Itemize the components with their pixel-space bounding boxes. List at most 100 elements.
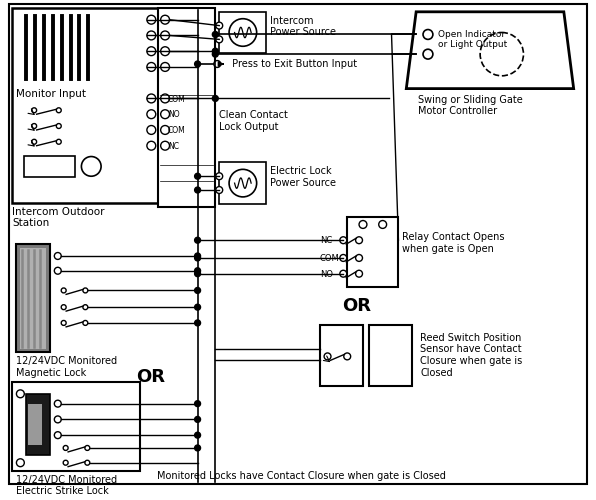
Circle shape — [54, 416, 61, 423]
Circle shape — [54, 400, 61, 407]
Circle shape — [195, 320, 200, 326]
Bar — [26, 394, 50, 455]
Text: COM: COM — [168, 94, 186, 104]
Circle shape — [340, 254, 347, 262]
Circle shape — [54, 268, 61, 274]
Circle shape — [195, 416, 200, 422]
Circle shape — [214, 60, 221, 68]
Text: Open Indicator
or Light Output: Open Indicator or Light Output — [438, 30, 507, 49]
Circle shape — [195, 445, 200, 451]
Circle shape — [54, 432, 61, 438]
Circle shape — [195, 288, 200, 294]
Circle shape — [356, 237, 362, 244]
Text: Intercom
Power Source: Intercom Power Source — [271, 16, 336, 38]
Text: COM: COM — [168, 126, 186, 135]
Circle shape — [85, 460, 90, 465]
Circle shape — [147, 126, 156, 134]
Circle shape — [195, 61, 200, 67]
Circle shape — [216, 186, 223, 194]
Circle shape — [195, 400, 200, 406]
Circle shape — [61, 320, 66, 326]
Circle shape — [212, 32, 218, 38]
Circle shape — [61, 288, 66, 293]
Circle shape — [378, 220, 387, 228]
Bar — [17, 244, 50, 352]
Circle shape — [161, 94, 169, 103]
Circle shape — [216, 22, 223, 29]
Circle shape — [32, 124, 36, 128]
Circle shape — [212, 96, 218, 102]
Text: NC: NC — [168, 142, 179, 151]
Text: Reed Switch Position
Sensor have Contact
Closure when gate is
Closed: Reed Switch Position Sensor have Contact… — [420, 333, 522, 378]
Circle shape — [195, 268, 200, 274]
Bar — [369, 325, 412, 386]
Bar — [13, 382, 141, 470]
Bar — [219, 12, 266, 53]
Text: Monitored Locks have Contact Closure when gate is Closed: Monitored Locks have Contact Closure whe… — [157, 470, 446, 480]
Circle shape — [161, 16, 169, 24]
Circle shape — [344, 353, 350, 360]
Text: Swing or Sliding Gate
Motor Controller: Swing or Sliding Gate Motor Controller — [418, 94, 523, 116]
Circle shape — [54, 252, 61, 260]
Circle shape — [356, 254, 362, 262]
Text: Clean Contact
Lock Output: Clean Contact Lock Output — [219, 110, 288, 132]
Circle shape — [195, 253, 200, 259]
Circle shape — [229, 18, 257, 46]
Text: OR: OR — [343, 298, 371, 316]
Circle shape — [147, 94, 156, 103]
Circle shape — [83, 320, 88, 326]
Circle shape — [161, 110, 169, 118]
Text: NO: NO — [168, 110, 179, 120]
Circle shape — [17, 459, 24, 466]
Circle shape — [147, 110, 156, 118]
Circle shape — [83, 304, 88, 310]
Text: Monitor Input: Monitor Input — [17, 88, 86, 99]
Circle shape — [83, 288, 88, 293]
Circle shape — [195, 187, 200, 193]
Circle shape — [147, 62, 156, 72]
Circle shape — [63, 460, 68, 465]
Circle shape — [356, 270, 362, 277]
Bar — [319, 325, 363, 386]
Circle shape — [480, 32, 523, 76]
Circle shape — [82, 156, 101, 176]
Circle shape — [56, 108, 61, 112]
Circle shape — [195, 255, 200, 261]
Text: Intercom Outdoor
Station: Intercom Outdoor Station — [13, 206, 105, 229]
Text: OR: OR — [136, 368, 165, 386]
Circle shape — [17, 390, 24, 398]
Text: 12/24VDC Monitored
Electric Strike Lock: 12/24VDC Monitored Electric Strike Lock — [17, 474, 117, 496]
Circle shape — [195, 304, 200, 310]
Circle shape — [324, 353, 331, 360]
Circle shape — [61, 304, 66, 310]
Circle shape — [161, 142, 169, 150]
Bar — [219, 162, 266, 204]
Circle shape — [56, 140, 61, 144]
Polygon shape — [406, 12, 574, 88]
Text: NO: NO — [319, 270, 333, 279]
Text: Electric Lock
Power Source: Electric Lock Power Source — [271, 166, 336, 188]
Circle shape — [161, 47, 169, 56]
Text: COM: COM — [319, 254, 339, 263]
Circle shape — [161, 62, 169, 72]
Circle shape — [85, 446, 90, 450]
Circle shape — [340, 237, 347, 244]
Circle shape — [147, 142, 156, 150]
Bar — [28, 404, 42, 445]
Bar — [158, 8, 215, 206]
Circle shape — [195, 238, 200, 243]
Circle shape — [161, 31, 169, 40]
Circle shape — [32, 108, 36, 112]
Circle shape — [195, 174, 200, 179]
Text: Relay Contact Opens
when gate is Open: Relay Contact Opens when gate is Open — [402, 232, 505, 254]
Bar — [20, 248, 46, 348]
Circle shape — [147, 16, 156, 24]
Circle shape — [340, 270, 347, 277]
Circle shape — [423, 30, 433, 40]
Bar — [24, 156, 76, 177]
Circle shape — [147, 47, 156, 56]
Circle shape — [229, 170, 257, 197]
Circle shape — [32, 140, 36, 144]
Circle shape — [212, 51, 218, 57]
Circle shape — [423, 49, 433, 59]
